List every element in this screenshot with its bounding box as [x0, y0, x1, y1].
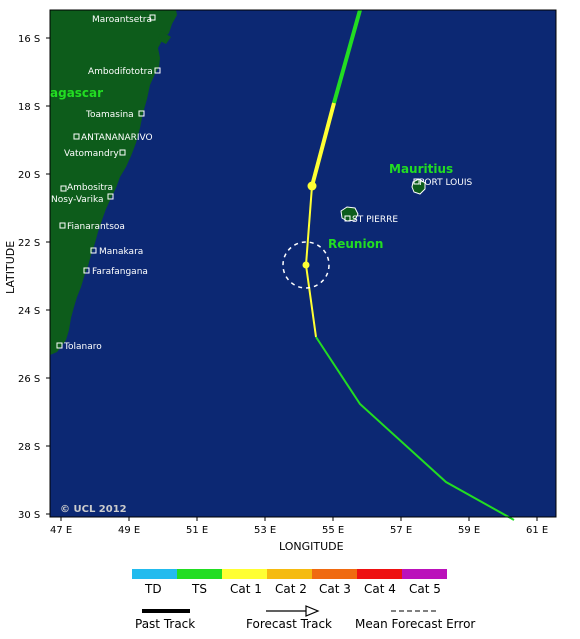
y-tick-label: 26 S: [18, 374, 40, 385]
legend-swatch-cat2: [267, 569, 312, 579]
town-marker: [83, 267, 90, 274]
town-marker: [73, 133, 80, 140]
town-marker: [149, 14, 156, 21]
town-marker: [90, 247, 97, 254]
category-legend: [132, 569, 447, 579]
map-frame: [49, 9, 557, 518]
legend-swatch-cat5: [402, 569, 447, 579]
x-tick-label: 59 E: [458, 525, 480, 536]
error-legend-label: Mean Forecast Error: [355, 617, 475, 631]
town-label-manakara: Manakara: [99, 247, 143, 257]
past-track-legend-label: Past Track: [135, 617, 195, 631]
legend-label-cat4: Cat 4: [364, 582, 396, 596]
y-tick-label: 30 S: [18, 510, 40, 521]
town-label-st-pierre: ST PIERRE: [352, 215, 398, 225]
track-point: [307, 181, 317, 191]
town-label-ambodifototra: Ambodifototra: [88, 67, 153, 77]
town-label-ambositra: Ambositra: [67, 183, 113, 193]
legend-swatch-cat3: [312, 569, 357, 579]
x-tick-label: 57 E: [390, 525, 412, 536]
town-marker: [59, 222, 66, 229]
town-marker: [344, 215, 351, 222]
town-label-fianarantsoa: Fianarantsoa: [67, 222, 125, 232]
forecast-error-circle: [282, 241, 330, 289]
town-markers: [56, 14, 420, 349]
legend-label-cat5: Cat 5: [409, 582, 441, 596]
town-label-farafangana: Farafangana: [92, 267, 148, 277]
legend-label-cat2: Cat 2: [275, 582, 307, 596]
copyright-text: © UCL 2012: [60, 504, 127, 515]
town-marker: [56, 342, 63, 349]
town-marker: [119, 149, 126, 156]
legend-label-ts: TS: [191, 582, 207, 596]
y-axis-ticks: [46, 37, 50, 515]
legend-swatch-cat1: [222, 569, 267, 579]
forecast-track-cat1: [310, 102, 336, 187]
legend-swatch-cat4: [357, 569, 402, 579]
town-marker: [138, 110, 145, 117]
region-label-reunion: Reunion: [328, 237, 383, 251]
forecast-track-ts-south: [315, 336, 515, 521]
x-tick-label: 51 E: [186, 525, 208, 536]
x-tick-label: 47 E: [50, 525, 72, 536]
track-point: [302, 261, 310, 269]
town-label-vatomandry: Vatomandry: [64, 149, 119, 159]
legend-label-td: TD: [144, 582, 162, 596]
town-label-maroantsetra: Maroantsetra: [92, 15, 152, 25]
legend-swatch-ts: [177, 569, 222, 579]
region-label-madagascar: agascar: [50, 86, 103, 100]
y-axis-title: LATITUDE: [4, 241, 17, 294]
legend-label-cat3: Cat 3: [319, 582, 351, 596]
forecast-track-ts-north: [332, 9, 362, 104]
legend-swatch-td: [132, 569, 177, 579]
y-tick-label: 28 S: [18, 442, 40, 453]
forecast-track-legend-label: Forecast Track: [246, 617, 332, 631]
x-tick-label: 53 E: [254, 525, 276, 536]
town-marker: [154, 67, 161, 74]
y-tick-label: 24 S: [18, 306, 40, 317]
legend-label-cat1: Cat 1: [230, 582, 262, 596]
x-axis-ticks: [60, 517, 538, 521]
town-label-port-louis: PORT LOUIS: [419, 178, 472, 188]
madagascar-cape: [158, 31, 171, 44]
region-label-mauritius: Mauritius: [389, 162, 453, 176]
y-tick-label: 16 S: [18, 34, 40, 45]
town-label-antananarivo: ANTANANARIVO: [81, 133, 153, 143]
x-tick-label: 61 E: [526, 525, 548, 536]
x-axis-title: LONGITUDE: [279, 540, 344, 553]
town-label-toamasina: Toamasina: [85, 110, 134, 120]
madagascar-landmass: [50, 10, 177, 355]
town-marker: [413, 178, 420, 185]
town-marker: [60, 185, 67, 192]
town-marker: [107, 193, 114, 200]
y-tick-label: 22 S: [18, 238, 40, 249]
y-tick-label: 18 S: [18, 102, 40, 113]
forecast-track-arrow-icon: [305, 605, 320, 617]
x-tick-label: 49 E: [118, 525, 140, 536]
town-label-nosy-varika: Nosy-Varika: [51, 195, 104, 205]
town-label-tolanaro: Tolanaro: [63, 342, 102, 352]
mauritius-island: [411, 178, 426, 195]
x-tick-label: 55 E: [322, 525, 344, 536]
y-tick-label: 20 S: [18, 170, 40, 181]
